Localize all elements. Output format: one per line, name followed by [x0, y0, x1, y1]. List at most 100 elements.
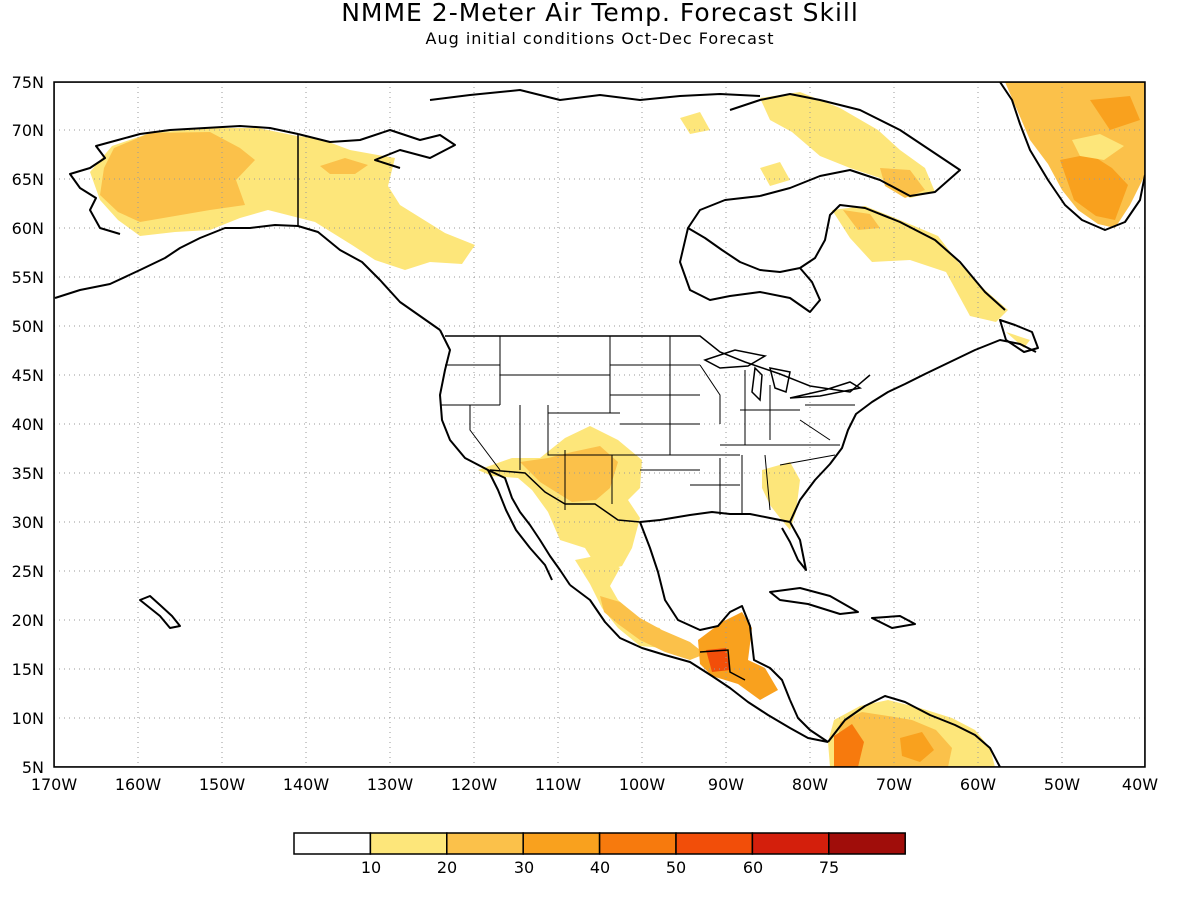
colorbar-label: 40: [590, 858, 610, 877]
colorbar-box: [446, 832, 524, 855]
coast-gulf-mexico: [639, 521, 791, 701]
lon-label: 170W: [31, 775, 78, 794]
lat-label: 5N: [22, 758, 44, 777]
chart-title: NMME 2-Meter Air Temp. Forecast Skill: [341, 0, 859, 27]
coast-central-america: [789, 699, 829, 743]
coast-arctic-islands: [429, 89, 761, 101]
state-lines: [440, 336, 855, 515]
shade-southeast-light: [762, 462, 800, 530]
state-ut-co: [547, 405, 622, 456]
border-us-canada: [445, 335, 871, 393]
border-guatemala: [699, 649, 746, 681]
lon-label: 70W: [876, 775, 912, 794]
lon-label: 110W: [535, 775, 582, 794]
state-ca-nv: [469, 405, 501, 471]
lon-label: 90W: [708, 775, 744, 794]
coast-gulf-us: [639, 511, 807, 571]
lat-label: 15N: [12, 660, 44, 679]
coast-alaska-west: [69, 125, 299, 235]
shade-alaska-mid: [100, 132, 255, 222]
colorbar-label: 50: [666, 858, 686, 877]
colorbar-box: [598, 832, 677, 855]
shade-centam-mid: [698, 612, 778, 700]
coast-east-us: [789, 339, 1037, 523]
shade-southwest-mid: [520, 446, 618, 502]
lon-label: 60W: [960, 775, 996, 794]
lat-label: 70N: [12, 121, 44, 140]
lat-label: 60N: [12, 219, 44, 238]
coast-west-us: [439, 329, 571, 586]
state-va-wv: [799, 419, 831, 441]
shade-greenland-high2: [1090, 96, 1140, 130]
lat-label: 25N: [12, 562, 44, 581]
lake-huron: [768, 367, 791, 394]
shade-baffin-mid: [880, 168, 925, 198]
colorbar-box: [522, 832, 601, 855]
colorbar-label: 60: [743, 858, 763, 877]
lon-label: 150W: [199, 775, 246, 794]
lon-label: 50W: [1044, 775, 1080, 794]
lon-axis: 170W 160W 150W 140W 130W 120W 110W 100W …: [31, 775, 1158, 794]
great-lakes: [703, 349, 863, 402]
colorbar-labels: 10 20 30 40 50 60 75: [361, 858, 839, 877]
colorbar-box: [293, 832, 372, 855]
coast-greenland: [999, 82, 1145, 231]
lon-label: 120W: [451, 775, 498, 794]
shade-sa-orange: [900, 732, 934, 762]
state-ia-mo: [699, 364, 721, 424]
shade-hudson-light: [760, 162, 790, 186]
lat-axis: 5N 10N 15N 20N 25N 30N 35N 40N 45N 50N 5…: [12, 73, 44, 777]
state-nc-sc: [779, 454, 836, 466]
colorbar-label: 30: [514, 858, 534, 877]
coastlines: [54, 82, 1145, 767]
lat-label: 35N: [12, 464, 44, 483]
lat-label: 45N: [12, 366, 44, 385]
lon-label: 140W: [283, 775, 330, 794]
colorbar-box: [828, 832, 906, 855]
lon-label: 100W: [619, 775, 666, 794]
chart-subtitle: Aug initial conditions Oct-Dec Forecast: [425, 29, 775, 48]
lake-michigan: [751, 366, 763, 402]
shade-arctic-light: [680, 112, 710, 134]
lon-label: 130W: [367, 775, 414, 794]
shade-labrador-mid: [843, 210, 880, 230]
coast-newfoundland: [999, 319, 1039, 353]
coast-baffin: [729, 93, 961, 197]
coast-hawaii: [139, 595, 181, 629]
lat-label: 40N: [12, 415, 44, 434]
coast-hudson-bay: [679, 227, 821, 313]
state-ga: [764, 454, 771, 511]
shade-sa-high: [834, 724, 864, 767]
lake-superior: [703, 349, 768, 369]
lon-label: 40W: [1122, 775, 1158, 794]
colorbar-boxes: [293, 832, 906, 855]
lat-label: 20N: [12, 611, 44, 630]
shade-labrador-light: [832, 206, 1008, 322]
coast-arctic-canada: [297, 129, 456, 169]
lat-label: 55N: [12, 268, 44, 287]
colorbar-box: [369, 832, 448, 855]
colorbar-box: [675, 832, 754, 855]
map-area: [54, 82, 1145, 767]
coast-baja: [487, 469, 553, 581]
coast-alaska: [54, 224, 441, 331]
skill-shading: [90, 82, 1145, 767]
shade-mexico-mid: [600, 596, 705, 660]
shade-yukon-mid: [320, 158, 368, 174]
lon-label: 160W: [115, 775, 162, 794]
lat-label: 50N: [12, 317, 44, 336]
shade-greenland-high: [1060, 154, 1128, 220]
colorbar-label: 75: [819, 858, 839, 877]
map-frame: [53, 81, 1146, 768]
lat-label: 65N: [12, 170, 44, 189]
coast-west-mexico: [569, 584, 829, 743]
lat-label: 30N: [12, 513, 44, 532]
coast-cuba: [769, 587, 859, 615]
colorbar-label: 20: [437, 858, 457, 877]
lat-label: 10N: [12, 709, 44, 728]
shade-greenland-light: [1072, 134, 1124, 160]
coast-hispaniola: [871, 615, 916, 629]
coast-labrador: [687, 195, 1006, 311]
lat-label: 75N: [12, 73, 44, 92]
